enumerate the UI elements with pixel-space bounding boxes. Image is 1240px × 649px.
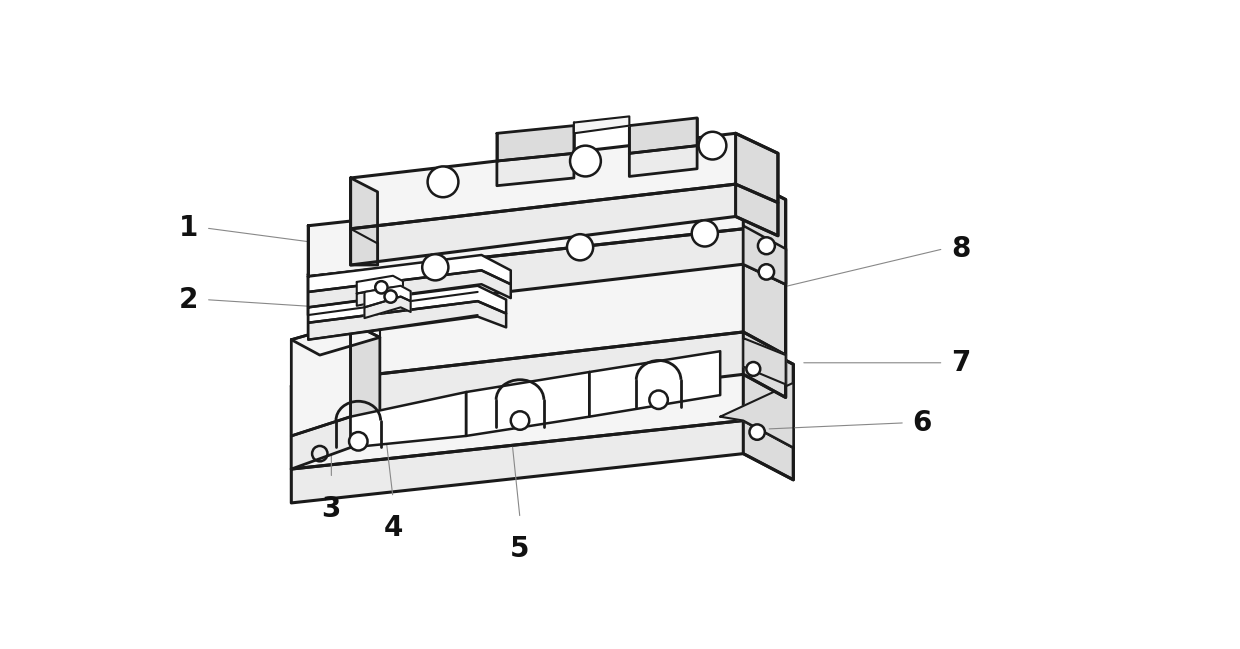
Polygon shape [291,417,351,469]
Polygon shape [720,383,794,447]
Polygon shape [309,271,511,308]
Circle shape [567,234,593,260]
Text: 8: 8 [951,235,971,263]
Polygon shape [497,126,574,161]
Polygon shape [309,229,786,315]
Polygon shape [351,133,777,229]
Polygon shape [743,226,786,284]
Polygon shape [351,184,777,265]
Polygon shape [743,226,786,397]
Polygon shape [309,332,786,426]
Polygon shape [291,421,794,503]
Circle shape [511,411,529,430]
Polygon shape [357,288,403,306]
Polygon shape [351,178,377,265]
Text: 3: 3 [321,495,341,523]
Circle shape [759,264,774,280]
Circle shape [650,391,668,409]
Polygon shape [309,255,511,292]
Polygon shape [365,286,410,308]
Text: 4: 4 [383,515,403,543]
Polygon shape [466,372,589,436]
Polygon shape [589,351,720,417]
Polygon shape [291,323,379,355]
Polygon shape [630,145,697,177]
Polygon shape [630,118,697,153]
Circle shape [749,424,765,440]
Circle shape [698,132,727,160]
Polygon shape [357,276,403,293]
Text: 5: 5 [510,535,529,563]
Circle shape [428,166,459,197]
Polygon shape [351,392,466,447]
Circle shape [758,238,775,254]
Polygon shape [365,297,410,318]
Polygon shape [743,338,794,480]
Polygon shape [309,178,786,276]
Polygon shape [497,153,574,186]
Polygon shape [291,323,351,436]
Circle shape [384,290,397,302]
Text: 2: 2 [179,286,198,313]
Text: 7: 7 [951,349,971,377]
Polygon shape [309,301,506,339]
Polygon shape [309,226,786,382]
Polygon shape [743,338,786,384]
Circle shape [746,362,760,376]
Polygon shape [309,286,506,323]
Circle shape [312,446,327,461]
Text: 6: 6 [913,409,932,437]
Polygon shape [735,133,777,236]
Circle shape [692,220,718,247]
Circle shape [422,254,449,280]
Polygon shape [291,338,794,469]
Circle shape [376,281,388,293]
Polygon shape [351,323,379,428]
Polygon shape [574,116,630,133]
Text: 1: 1 [179,214,198,242]
Circle shape [350,432,367,450]
Polygon shape [743,178,786,284]
Circle shape [570,145,601,177]
